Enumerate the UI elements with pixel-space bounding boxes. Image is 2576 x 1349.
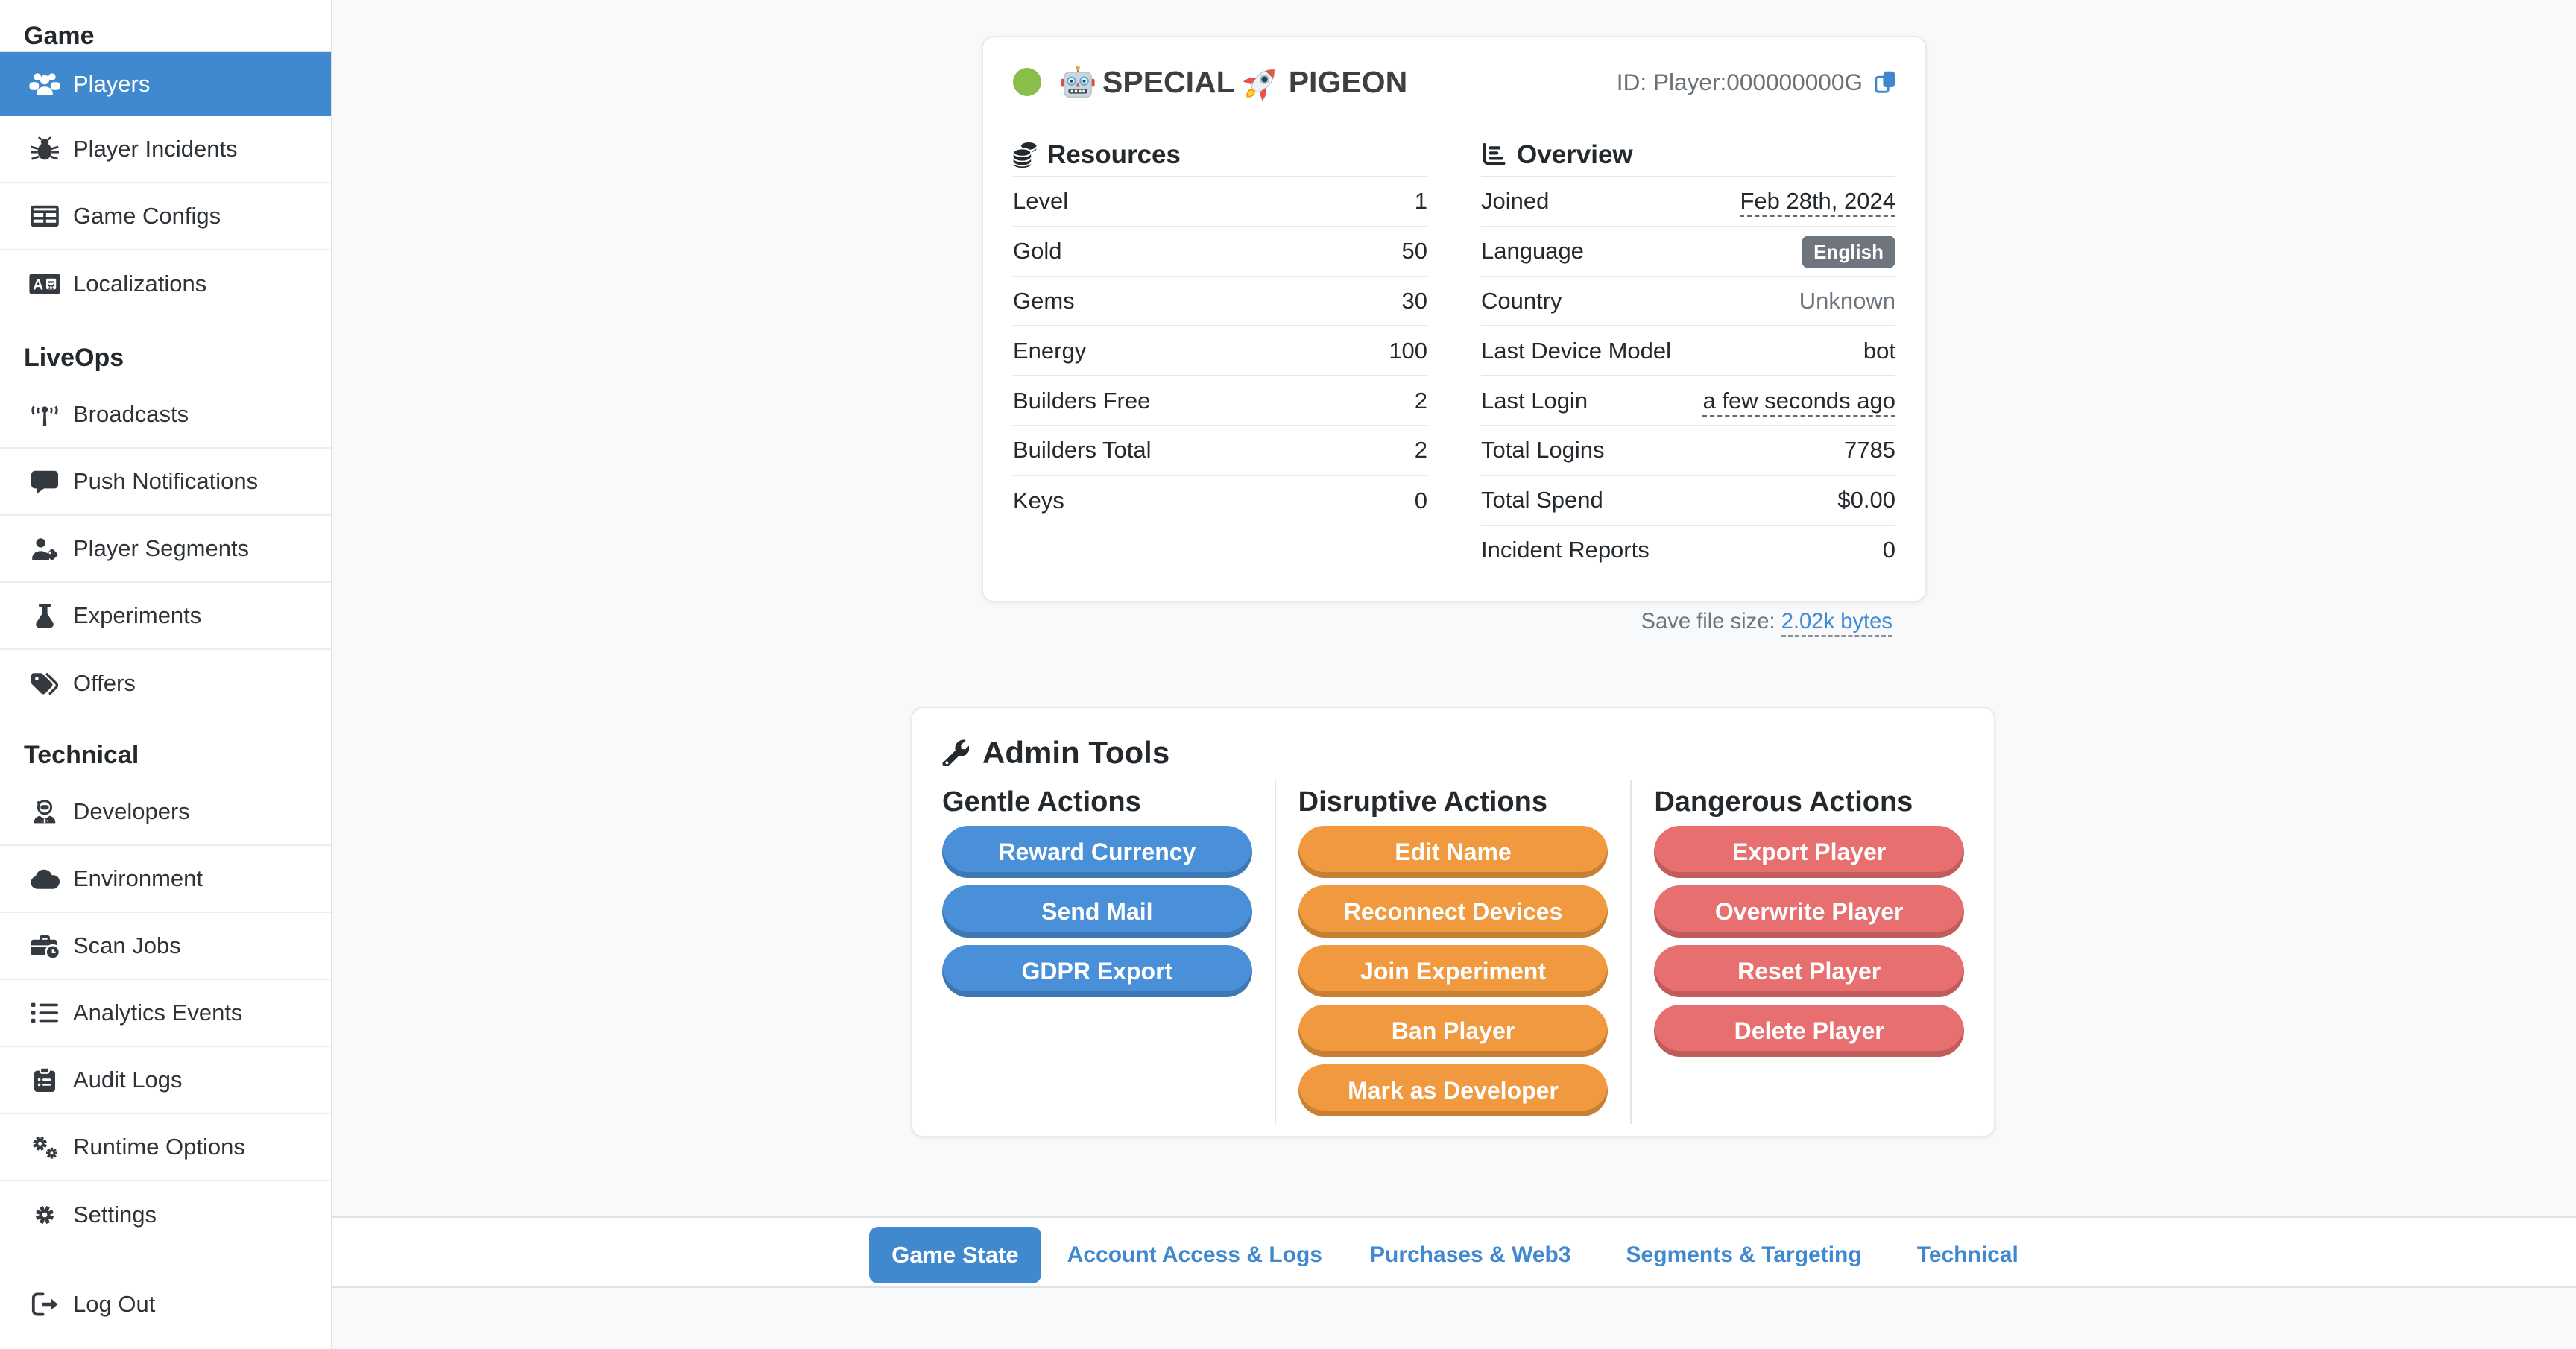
svg-text:A: A [33, 277, 43, 293]
